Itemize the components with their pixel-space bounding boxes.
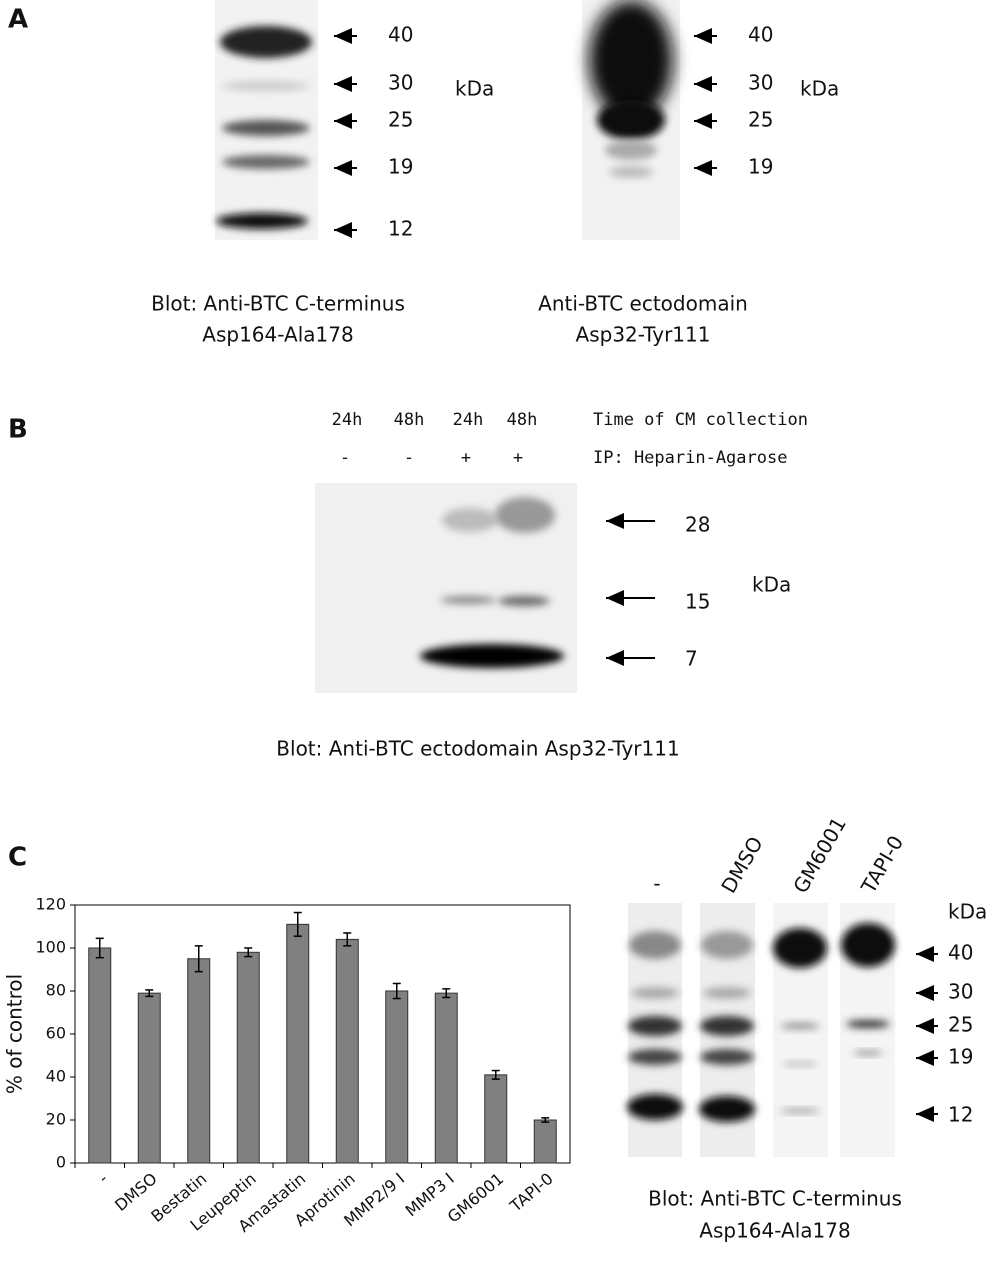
unit-label: kDa <box>800 77 839 101</box>
marker-label: 25 <box>948 1013 973 1037</box>
marker-label: 19 <box>948 1045 973 1069</box>
row-caption: IP: Heparin-Agarose <box>593 448 787 468</box>
lane-label: 24h <box>453 410 484 430</box>
caption: Anti-BTC ectodomain <box>538 292 748 316</box>
blot <box>627 903 895 1157</box>
marker-label: 19 <box>388 155 413 179</box>
marker-label: 30 <box>748 71 773 95</box>
marker-label: 19 <box>748 155 773 179</box>
y-tick-label: 20 <box>46 1110 66 1129</box>
blot <box>215 0 318 240</box>
y-tick-label: 80 <box>46 981 66 1000</box>
lane-label: GM6001 <box>788 813 851 897</box>
marker-label: 40 <box>388 23 413 47</box>
bar <box>137 992 161 1164</box>
bar <box>88 947 112 1164</box>
marker-label: 7 <box>685 647 698 671</box>
x-tick-label: TAPI-0 <box>506 1169 557 1216</box>
caption: Asp164-Ala178 <box>699 1219 850 1243</box>
bar <box>236 951 260 1164</box>
marker-arrows <box>606 513 655 666</box>
bar <box>286 923 310 1164</box>
bar <box>484 1074 508 1164</box>
x-tick-label: GM6001 <box>444 1169 507 1227</box>
panel-label: A <box>8 5 28 35</box>
lane-label: TAPI-0 <box>856 831 908 898</box>
y-tick-label: 120 <box>35 895 66 914</box>
panel-label: B <box>8 415 28 445</box>
caption: Asp164-Ala178 <box>202 323 353 347</box>
bar <box>335 938 359 1164</box>
marker-label: 25 <box>388 108 413 132</box>
x-tick-label: - <box>95 1169 112 1187</box>
unit-label: kDa <box>948 900 987 924</box>
marker-arrows <box>694 28 717 176</box>
bar <box>533 1119 557 1164</box>
y-tick-label: 60 <box>46 1024 66 1043</box>
lane-label: + <box>513 448 523 468</box>
row-caption: Time of CM collection <box>593 410 808 430</box>
marker-label: 30 <box>948 980 973 1004</box>
marker-label: 28 <box>685 513 710 537</box>
caption: Blot: Anti-BTC C-terminus <box>648 1187 902 1211</box>
bar <box>187 958 211 1164</box>
marker-label: 40 <box>748 23 773 47</box>
marker-arrows <box>916 946 938 1122</box>
y-axis-label: % of control <box>3 974 27 1094</box>
lane-label: 48h <box>507 410 538 430</box>
caption: Asp32-Tyr111 <box>576 323 711 347</box>
bar <box>434 992 458 1164</box>
lane-label: 48h <box>394 410 425 430</box>
lane-label: + <box>461 448 471 468</box>
y-tick-label: 40 <box>46 1067 66 1086</box>
lane-label: 24h <box>332 410 363 430</box>
y-tick-label: 100 <box>35 938 66 957</box>
y-tick-label: 0 <box>56 1153 66 1172</box>
lane-label: - <box>404 448 414 468</box>
blot <box>582 0 680 240</box>
marker-arrows <box>334 28 357 238</box>
caption: Blot: Anti-BTC C-terminus <box>151 292 405 316</box>
lane-label: DMSO <box>716 832 767 897</box>
blot <box>315 483 577 693</box>
caption: Blot: Anti-BTC ectodomain Asp32-Tyr111 <box>276 737 679 761</box>
lane-label: - <box>340 448 350 468</box>
unit-label: kDa <box>455 77 494 101</box>
marker-label: 40 <box>948 941 973 965</box>
marker-label: 12 <box>388 217 413 241</box>
bar <box>385 990 409 1164</box>
lane-label: - <box>653 872 660 896</box>
panel-label: C <box>8 843 27 873</box>
marker-label: 15 <box>685 590 710 614</box>
marker-label: 25 <box>748 108 773 132</box>
unit-label: kDa <box>752 573 791 597</box>
marker-label: 12 <box>948 1103 973 1127</box>
marker-label: 30 <box>388 71 413 95</box>
